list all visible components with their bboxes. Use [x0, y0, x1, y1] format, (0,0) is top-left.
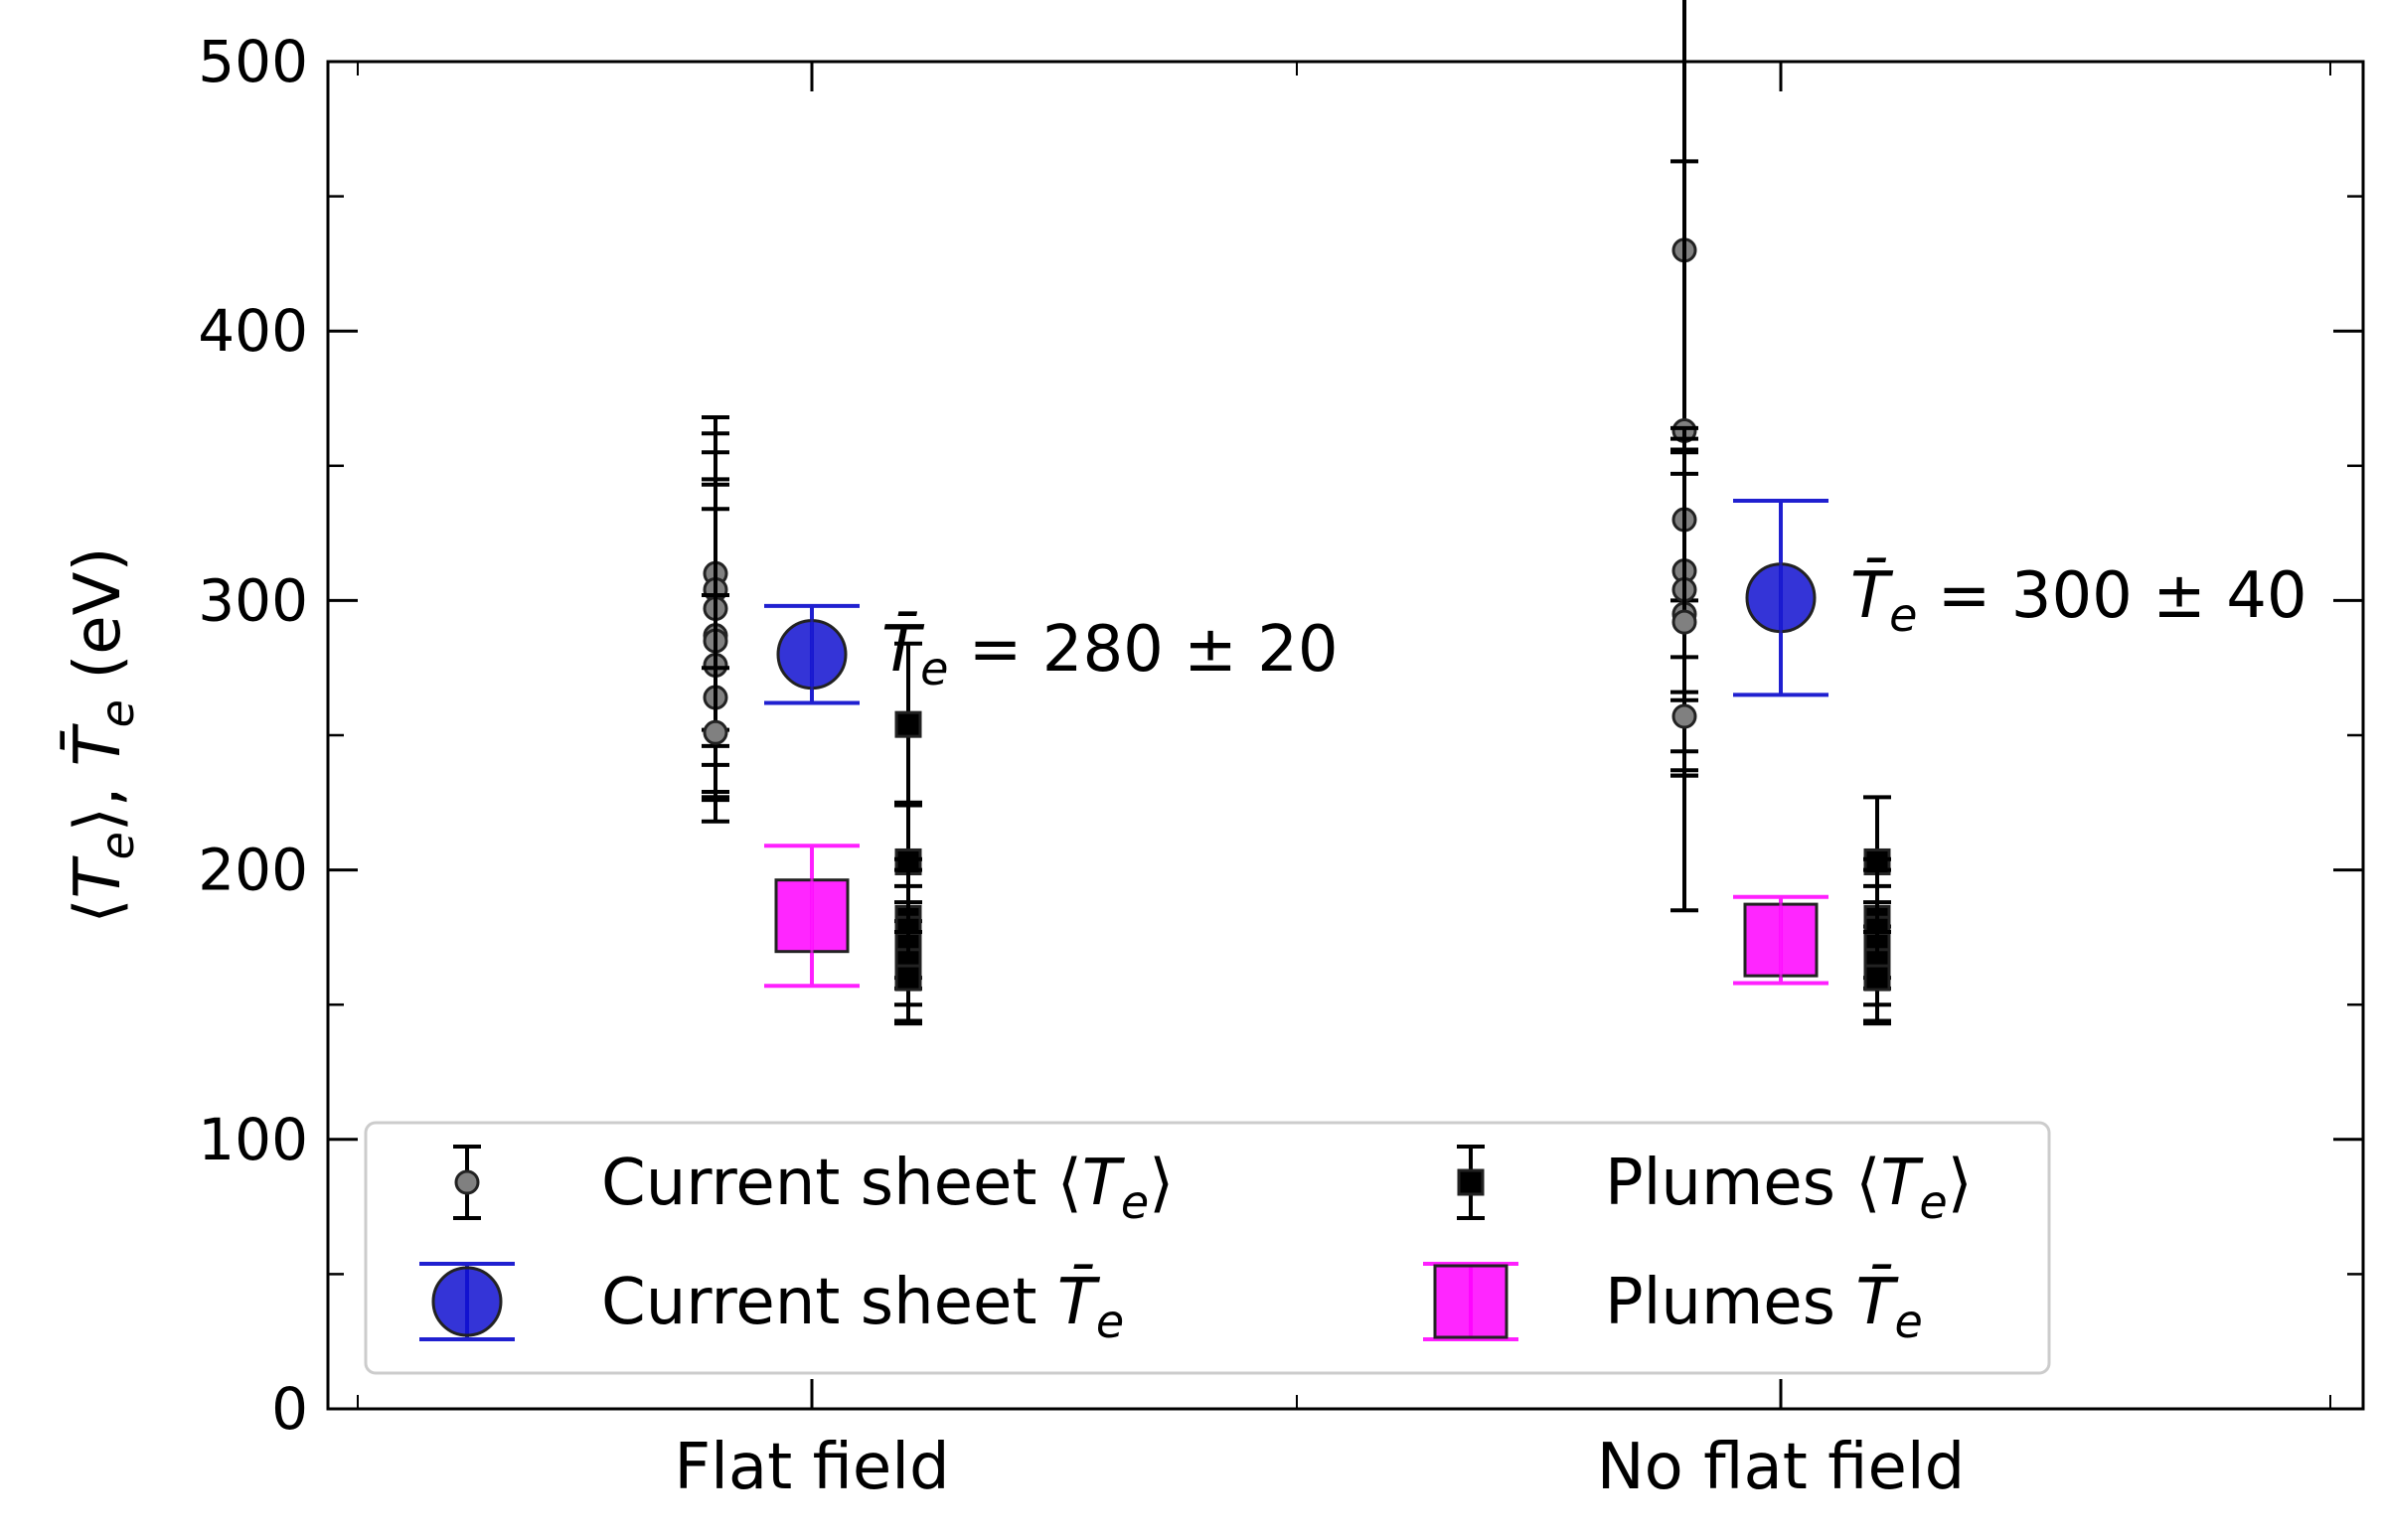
y-tick-label: 300: [198, 566, 308, 634]
legend-label: Current sheet T̄e: [601, 1264, 1124, 1348]
data-marks: [702, 0, 1891, 1026]
data-point: [1863, 964, 1891, 992]
y-tick-label: 0: [271, 1375, 308, 1443]
data-point: [894, 964, 922, 992]
y-tick-label: 400: [198, 297, 308, 365]
series-circle-large: [764, 499, 1828, 705]
legend-marker: [454, 1169, 480, 1195]
series-circle-small: [702, 0, 1698, 913]
y-axis-label: ⟨Te⟩, T̄e (eV): [60, 547, 144, 924]
legend-marker: [431, 1266, 503, 1337]
mean-annotation: T̄e = 280 ± 20: [881, 612, 1339, 696]
annotations: T̄e = 280 ± 20 T̄e = 300 ± 40: [881, 557, 2307, 695]
legend-label: Plumes T̄e: [1605, 1264, 1923, 1348]
legend-marker: [1457, 1168, 1485, 1196]
mean-annotation: T̄e = 300 ± 40: [1850, 557, 2307, 642]
y-tick-label: 100: [198, 1106, 308, 1173]
x-category-label: Flat field: [674, 1431, 949, 1504]
data-point: [1671, 703, 1697, 729]
y-tick-label: 500: [198, 28, 308, 95]
legend-label: Current sheet ⟨Te⟩: [601, 1147, 1174, 1229]
legend-label: Plumes ⟨Te⟩: [1605, 1147, 1973, 1229]
legend-entry: Plumes ⟨Te⟩: [1457, 1145, 1973, 1229]
legend-entry: Current sheet T̄e: [419, 1262, 1124, 1348]
x-category-label: No flat field: [1597, 1431, 1965, 1504]
legend-entry: Plumes T̄e: [1423, 1262, 1923, 1348]
legend-box: [364, 1121, 2051, 1375]
data-point: [703, 719, 728, 745]
legend-entry: Current sheet ⟨Te⟩: [453, 1145, 1174, 1229]
data-point: [894, 710, 922, 738]
series-square-large: [764, 844, 1828, 989]
legend-marker: [1433, 1264, 1509, 1339]
axes: 0 100 200 300 400 500 Flat field No flat field ⟨…: [60, 28, 2365, 1504]
legend: Current sheet ⟨Te⟩ Plumes ⟨Te⟩ Current she…: [364, 1121, 2051, 1375]
y-tick-label: 200: [198, 837, 308, 904]
data-point: [1671, 609, 1697, 635]
series-square-small: [894, 641, 1891, 1026]
